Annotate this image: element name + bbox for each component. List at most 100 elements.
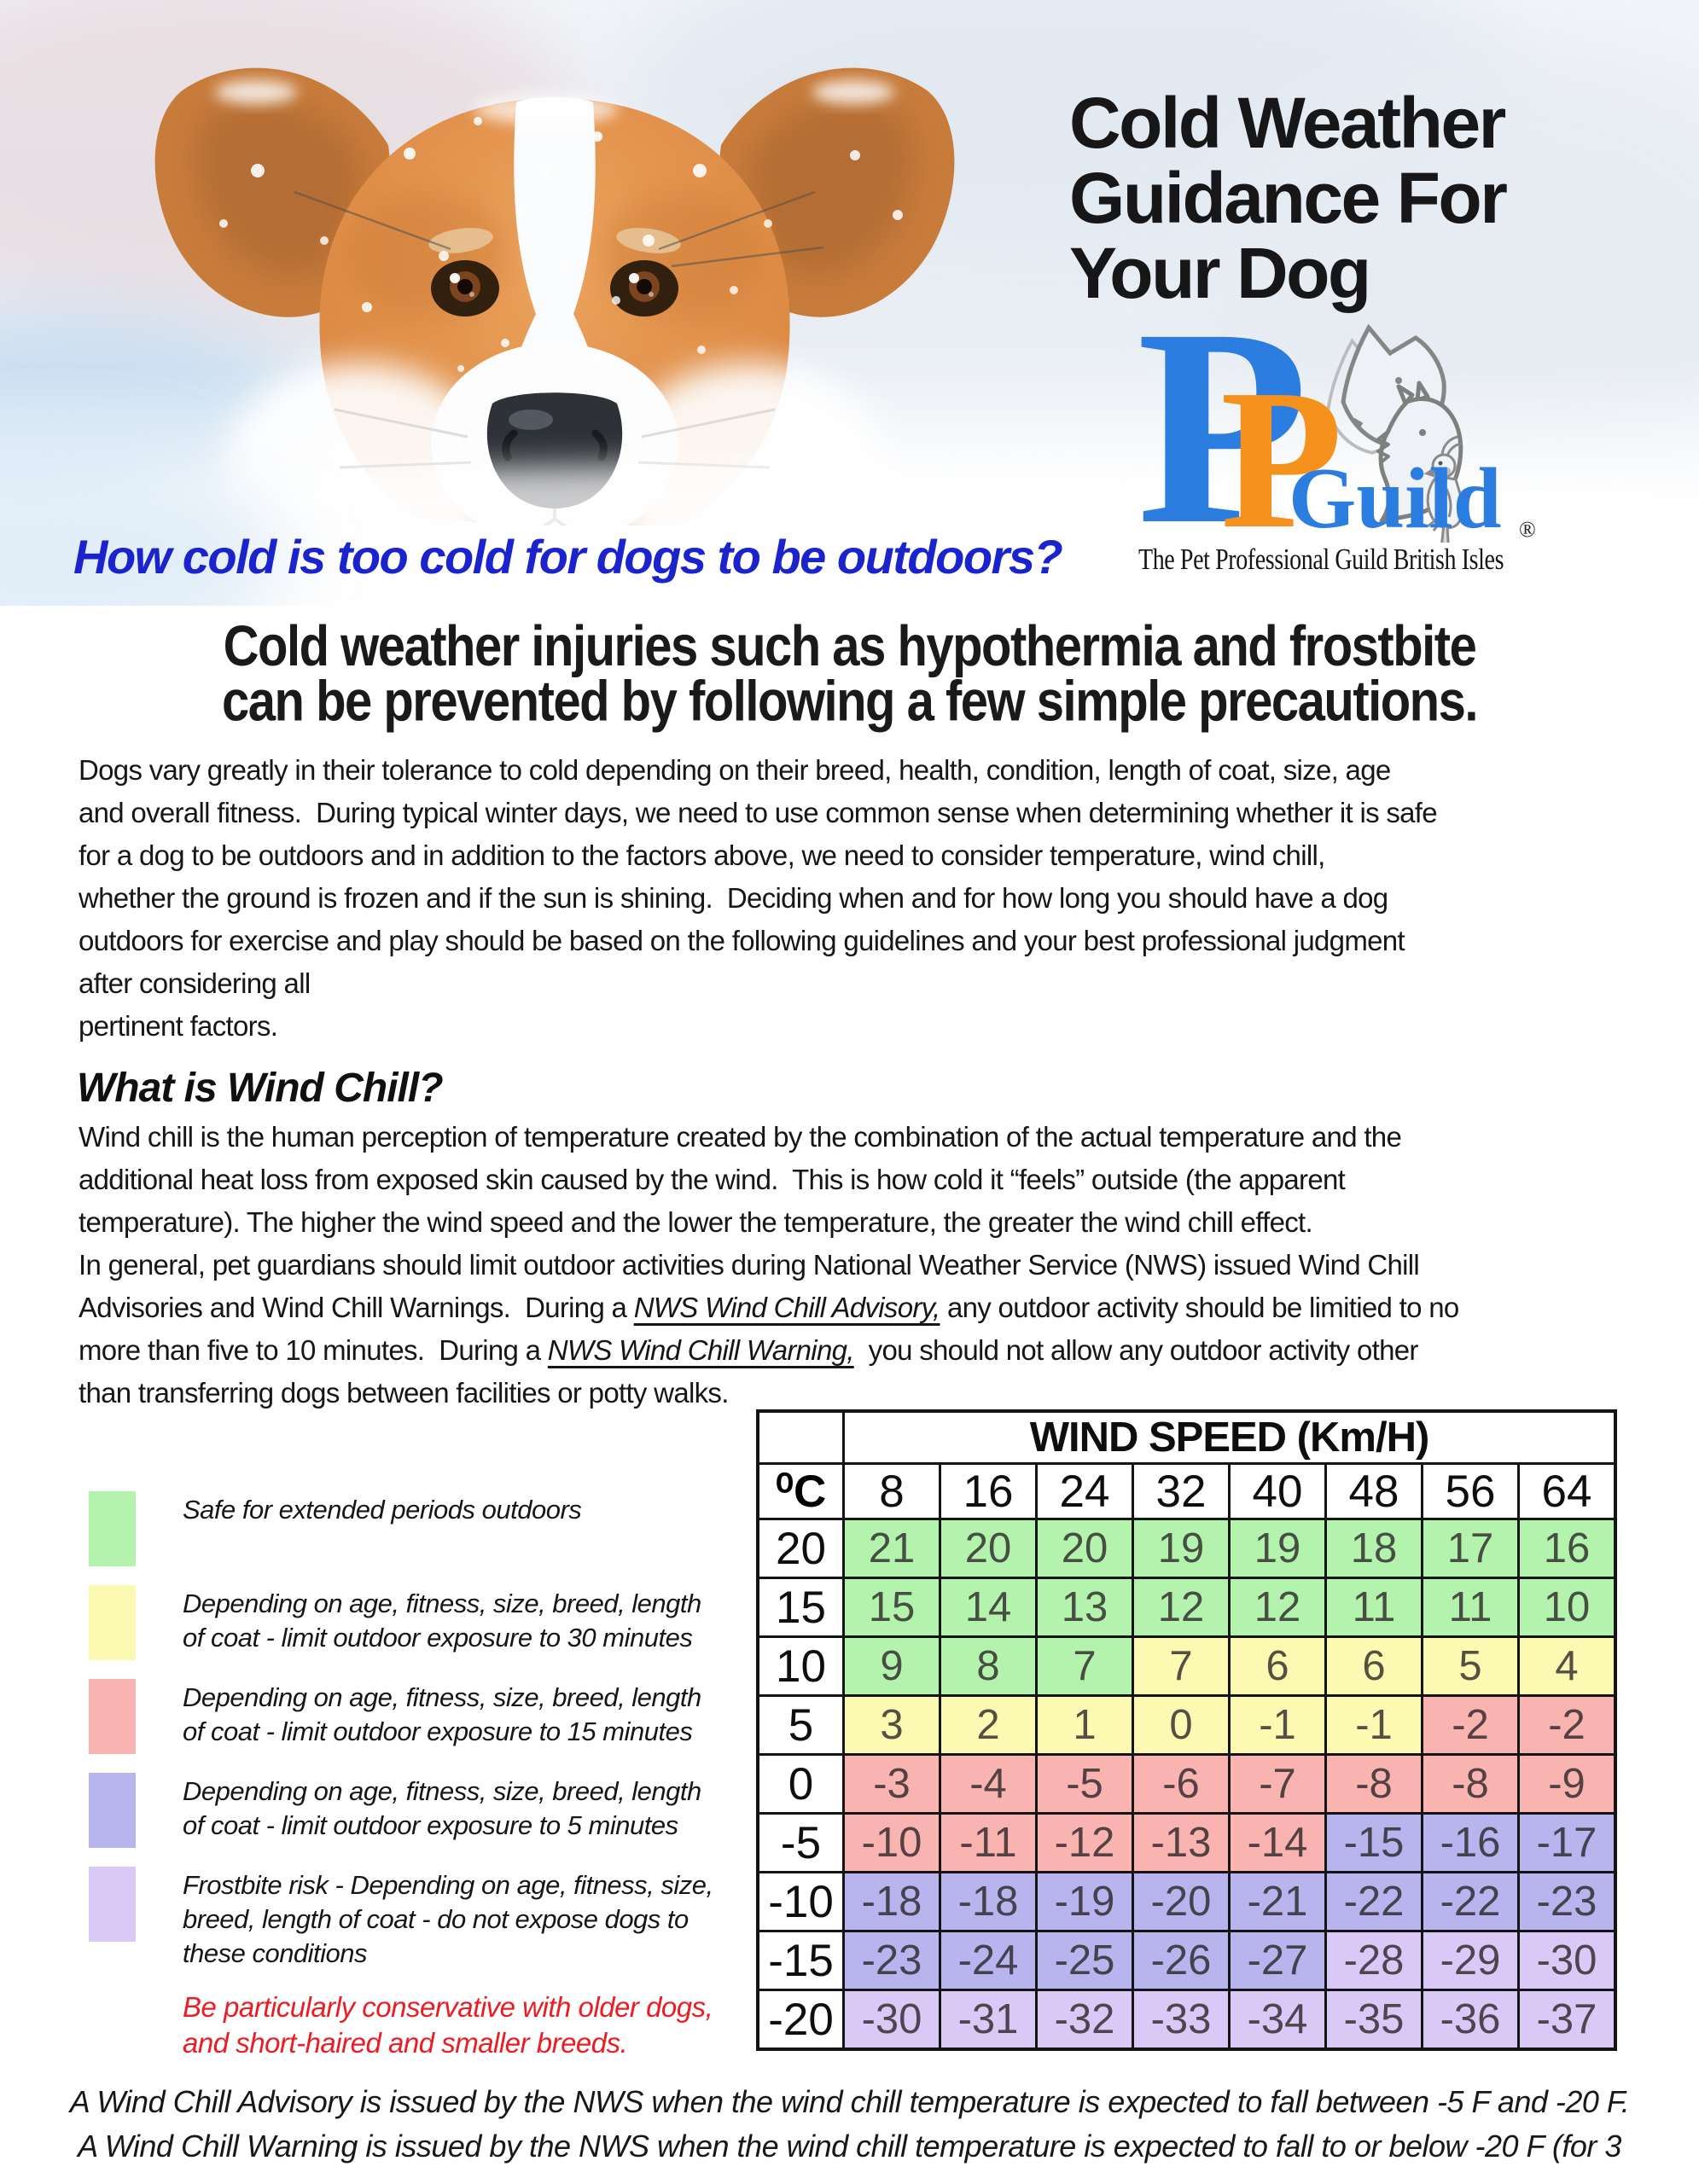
wind-chill-cell: -3 [842, 1753, 941, 1815]
wind-chill-cell: 21 [842, 1518, 941, 1579]
wind-chill-cell: 15 [842, 1577, 941, 1638]
wind-chill-cell: -16 [1421, 1812, 1520, 1873]
wind-chill-table: WIND SPEED (Km/H) ⁰C 8 16 24 32 40 48 56 64 20 21 20… [756, 1409, 1617, 2051]
wind-chill-cell: -14 [1228, 1812, 1327, 1873]
wind-chill-cell: -13 [1132, 1812, 1231, 1873]
ppg-logo: P P Guild ® The Pet Professional Guild B… [1137, 287, 1568, 604]
dog-eyes [431, 260, 678, 317]
table-row: -5 -10 -11 -12 -13 -14 -15 -16 -17 [756, 1812, 1617, 1873]
snow-flecks [219, 117, 903, 372]
wind-chill-cell: 10 [1517, 1577, 1617, 1638]
wind-chill-cell: -2 [1421, 1694, 1520, 1756]
wind-chill-cell: -12 [1035, 1812, 1134, 1873]
wind-chill-cell: 12 [1132, 1577, 1231, 1638]
question-heading: How cold is too cold for dogs to be outd… [73, 530, 1063, 584]
temperature-value: 5 [756, 1694, 845, 1756]
wind-chill-cell: -18 [842, 1871, 941, 1932]
nws-advisory-term: NWS Wind Chill Advisory, [633, 1292, 941, 1323]
nws-warning-term: NWS Wind Chill Warning, [547, 1334, 855, 1366]
wind-speed-value: 48 [1324, 1462, 1423, 1520]
wind-chill-cell: -8 [1421, 1753, 1520, 1815]
wind-chill-cell: -10 [842, 1812, 941, 1873]
table-corner-cell [756, 1409, 845, 1465]
wind-para-text-1: Wind chill is the human perception of te… [79, 1121, 1420, 1323]
wind-chill-cell: -31 [939, 1989, 1038, 2051]
wind-chill-cell: 2 [939, 1694, 1038, 1756]
legend-swatch-safe [89, 1491, 136, 1566]
wind-chill-cell: 12 [1228, 1577, 1327, 1638]
wind-chill-cell: -21 [1228, 1871, 1327, 1932]
legend-swatch-frostbite [89, 1867, 136, 1942]
wind-para-text-3: you should not allow any outdoor activit… [79, 1334, 1418, 1409]
page-title: Cold Weather Guidance For Your Dog [1069, 83, 1508, 314]
legend-item: Depending on age, fitness, size, breed, … [89, 1585, 763, 1660]
wind-chill-cell: 7 [1035, 1635, 1134, 1697]
wind-chill-cell: -1 [1324, 1694, 1423, 1756]
wind-chill-cell: -23 [1517, 1871, 1617, 1932]
intro-paragraph: Dogs vary greatly in their tolerance to … [79, 754, 1438, 1042]
wind-chill-cell: -15 [1324, 1812, 1423, 1873]
table-row: -20 -30 -31 -32 -33 -34 -35 -36 -37 [756, 1989, 1617, 2051]
logo-tagline: The Pet Professional Guild British Isles [1138, 543, 1504, 576]
wind-chill-cell: -17 [1517, 1812, 1617, 1873]
wind-chill-cell: 16 [1517, 1518, 1617, 1579]
wind-chill-cell: 18 [1324, 1518, 1423, 1579]
wind-chill-cell: -36 [1421, 1989, 1520, 2051]
registered-trademark-icon: ® [1519, 517, 1536, 542]
wind-chill-cell: 3 [842, 1694, 941, 1756]
wind-chill-cell: -6 [1132, 1753, 1231, 1815]
wind-chill-cell: -29 [1421, 1930, 1520, 1991]
wind-para-text-2: any outdoor activity should be limitied … [79, 1292, 1459, 1366]
wind-chill-cell: -1 [1228, 1694, 1327, 1756]
wind-chill-cell: -28 [1324, 1930, 1423, 1991]
main-headline: Cold weather injuries such as hypothermi… [222, 614, 1478, 734]
wind-speed-value: 64 [1517, 1462, 1617, 1520]
legend-swatch-limit5 [89, 1773, 136, 1848]
wind-chill-chart-section: Safe for extended periods outdoors Depend… [0, 1409, 1699, 2066]
legend-item: Depending on age, fitness, size, breed, … [89, 1679, 763, 1754]
wind-chill-cell: -23 [842, 1930, 941, 1991]
wind-chill-cell: -33 [1132, 1989, 1231, 2051]
wind-chill-paragraph: Wind chill is the human perception of te… [79, 1116, 1671, 1414]
wind-chill-cell: -4 [939, 1753, 1038, 1815]
temperature-value: -15 [756, 1930, 845, 1991]
wind-chill-heading: What is Wind Chill? [77, 1066, 444, 1111]
table-row: 20 21 20 20 19 19 18 17 16 [756, 1518, 1617, 1579]
warning-note: A Wind Chill Warning is issued by the NW… [78, 2129, 1621, 2164]
footer-notes: A Wind Chill Advisory is issued by the N… [0, 2080, 1699, 2169]
table-row: -15 -23 -24 -25 -26 -27 -28 -29 -30 [756, 1930, 1617, 1991]
wind-chill-cell: -22 [1421, 1871, 1520, 1932]
wind-chill-cell: -11 [939, 1812, 1038, 1873]
advisory-note: A Wind Chill Advisory is issued by the N… [69, 2084, 1630, 2119]
table-row: 0 -3 -4 -5 -6 -7 -8 -8 -9 [756, 1753, 1617, 1815]
wind-chill-cell: 6 [1228, 1635, 1327, 1697]
temperature-value: -20 [756, 1989, 845, 2051]
table-row: 10 9 8 7 7 6 6 5 4 [756, 1635, 1617, 1697]
wind-chill-cell: -5 [1035, 1753, 1134, 1815]
legend-swatch-limit30 [89, 1585, 136, 1660]
legend-item: Depending on age, fitness, size, breed, … [89, 1773, 763, 1848]
dog-photo [0, 0, 1699, 606]
wind-chill-cell: -7 [1228, 1753, 1327, 1815]
logo-letter-p-orange: P [1220, 348, 1343, 570]
legend-label: Depending on age, fitness, size, breed, … [183, 1589, 701, 1653]
wind-chill-cell: -32 [1035, 1989, 1134, 2051]
wind-speed-value: 16 [939, 1462, 1038, 1520]
wind-chill-cell: 14 [939, 1577, 1038, 1638]
legend-label: Frostbite risk - Depending on age, fitne… [183, 1870, 713, 1968]
wind-chill-cell: 8 [939, 1635, 1038, 1697]
wind-speed-value: 56 [1421, 1462, 1520, 1520]
wind-speed-header: WIND SPEED (Km/H) [842, 1409, 1617, 1465]
logo-letter-p-blue: P [1137, 271, 1309, 583]
wind-chill-cell: -2 [1517, 1694, 1617, 1756]
wind-chill-cell: -34 [1228, 1989, 1327, 2051]
table-row: 15 15 14 13 12 12 11 11 10 [756, 1577, 1617, 1638]
wind-chill-cell: 11 [1324, 1577, 1423, 1638]
legend-label: Depending on age, fitness, size, breed, … [183, 1776, 701, 1840]
photo-banner: Cold Weather Guidance For Your Dog [0, 0, 1699, 606]
table-row: 5 3 2 1 0 -1 -1 -2 -2 [756, 1694, 1617, 1756]
temperature-value: 20 [756, 1518, 845, 1579]
temperature-value: -10 [756, 1871, 845, 1932]
wind-chill-cell: 9 [842, 1635, 941, 1697]
wind-chill-cell: 1 [1035, 1694, 1134, 1756]
